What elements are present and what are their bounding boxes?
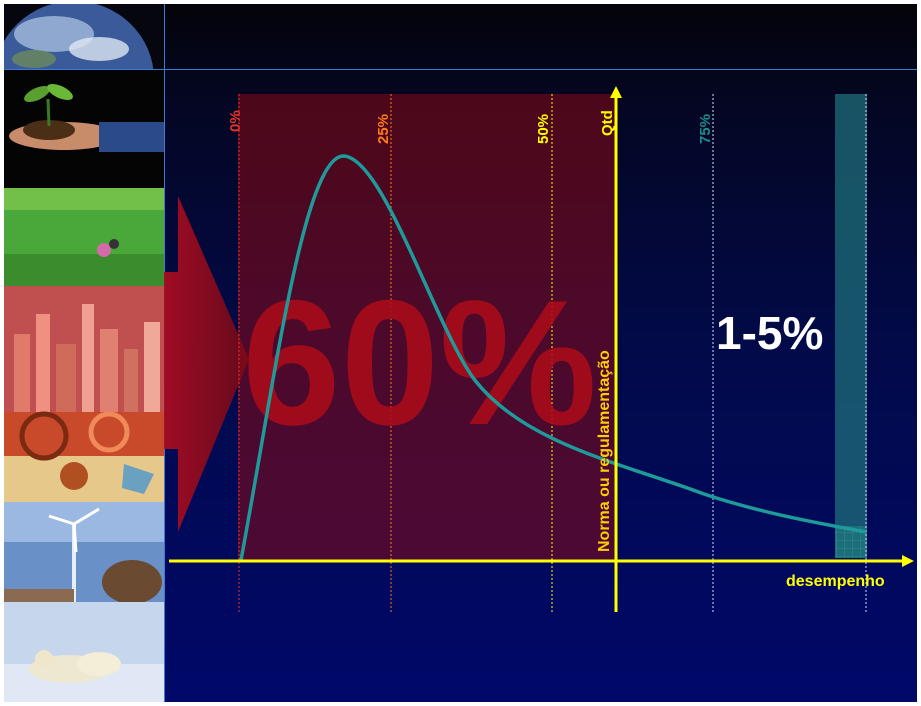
pointer-arrow (164, 196, 249, 532)
x-axis-label: desempenho (786, 573, 885, 590)
highlight-region (238, 94, 616, 562)
distribution-diagram: 60% 0% 25% 50% 75% Qtd Norma ou regulame… (164, 86, 914, 612)
city-skyline-icon (4, 286, 164, 412)
norm-label: Norma ou regulamentação (596, 350, 613, 552)
tail-band (835, 94, 867, 558)
green-field-icon (4, 188, 164, 286)
compass-map-icon (4, 411, 164, 502)
header-divider (4, 69, 917, 70)
quartile-label-0: 0% (227, 110, 244, 132)
x-axis-arrowhead (902, 555, 914, 567)
seedling-hands-icon (4, 70, 164, 188)
big-percent-label: 60% (242, 263, 597, 462)
photo-strip (4, 4, 164, 702)
y-axis-arrowhead (610, 86, 622, 98)
wind-turbine-icon (4, 502, 164, 604)
y-axis-label: Qtd (599, 110, 616, 136)
quartile-label-25: 25% (375, 114, 392, 144)
quartile-label-75: 75% (697, 114, 714, 144)
slide: 60% 0% 25% 50% 75% Qtd Norma ou regulame… (4, 4, 917, 702)
tail-percent-label: 1-5% (716, 307, 823, 359)
quartile-label-50: 50% (535, 114, 552, 144)
polar-bears-icon (4, 602, 164, 702)
distribution-curve (239, 154, 867, 561)
